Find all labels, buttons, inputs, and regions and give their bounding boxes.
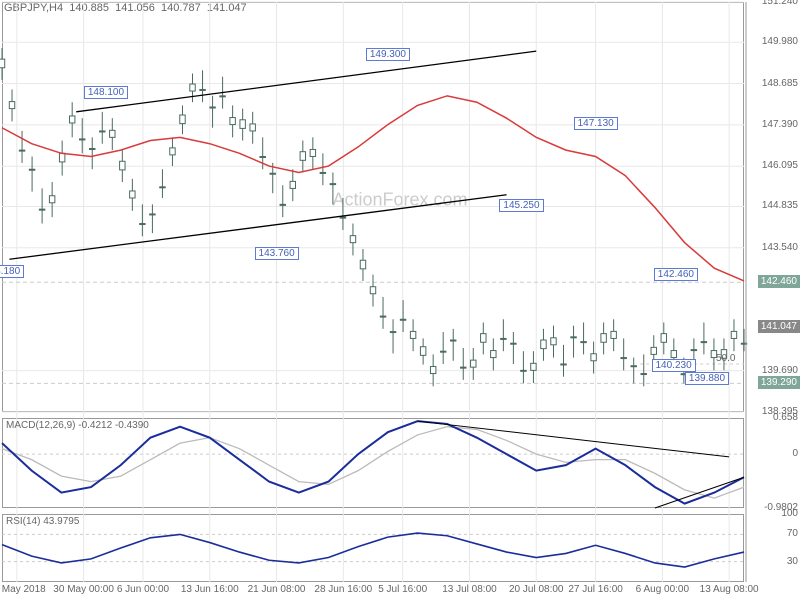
x-axis-tick: 13 Jun 16:00 (175, 584, 245, 595)
price-annotation: 143.760 (255, 247, 299, 260)
macd-title: MACD(12,26,9) -0.4212 -0.4390 (6, 420, 149, 431)
price-ytick: 146.095 (748, 160, 798, 171)
price-annotation: 148.100 (84, 86, 128, 99)
price-ytick: 144.835 (748, 200, 798, 211)
rsi-title: RSI(14) 43.9795 (6, 516, 79, 527)
x-axis-tick: 27 Jul 16:00 (561, 584, 631, 595)
price-annotation: 147.130 (574, 117, 618, 130)
x-axis-tick: 21 Jun 08:00 (242, 584, 312, 595)
price-ytick: 147.390 (748, 119, 798, 130)
price-annotation: 142.460 (654, 268, 698, 281)
price-ytick: 143.540 (748, 242, 798, 253)
ohlc-open: 140.885 (69, 2, 109, 14)
x-axis-tick: 13 Jul 08:00 (434, 584, 504, 595)
price-chart-panel[interactable] (2, 2, 744, 412)
ohlc-low: 140.787 (161, 2, 201, 14)
ohlc-close: 141.047 (207, 2, 247, 14)
price-ytick: 148.685 (748, 78, 798, 89)
rsi-panel[interactable] (2, 514, 744, 582)
x-axis-tick: 13 Aug 08:00 (694, 584, 764, 595)
price-ytick: 139.690 (748, 365, 798, 376)
price-annotation: 139.880 (685, 372, 729, 385)
rsi-ytick: 100 (748, 508, 798, 519)
macd-ytick: 0 (748, 448, 798, 459)
x-axis-tick: 22 May 2018 (0, 584, 52, 595)
price-axis-box: 139.290 (758, 376, 800, 389)
ohlc-high: 141.056 (115, 2, 155, 14)
price-ytick: 151.240 (748, 0, 798, 7)
macd-ytick: 0.658 (748, 412, 798, 423)
x-axis-tick: 6 Jun 00:00 (108, 584, 178, 595)
rsi-ytick: 70 (748, 528, 798, 539)
x-axis-tick: 5 Jul 16:00 (368, 584, 438, 595)
price-axis-box: 141.047 (758, 320, 800, 333)
fib-level-label: 50.0 (716, 353, 735, 364)
price-ytick: 149.980 (748, 36, 798, 47)
macd-panel[interactable] (2, 418, 744, 508)
price-annotation: 149.300 (366, 48, 410, 61)
price-annotation: 140.230 (652, 359, 696, 372)
x-axis-tick: 6 Aug 00:00 (627, 584, 697, 595)
chart-title-bar: GBPJPY,H4 140.885 141.056 140.787 141.04… (4, 2, 247, 14)
price-axis-box: 142.460 (758, 275, 800, 288)
price-annotation: 145.250 (499, 199, 543, 212)
symbol-label: GBPJPY,H4 (4, 2, 63, 14)
rsi-ytick: 30 (748, 556, 798, 567)
price-annotation: 143.180 (0, 265, 24, 278)
chart-container: { "meta": { "symbol": "GBPJPY,H4", "ohlc… (0, 0, 800, 600)
